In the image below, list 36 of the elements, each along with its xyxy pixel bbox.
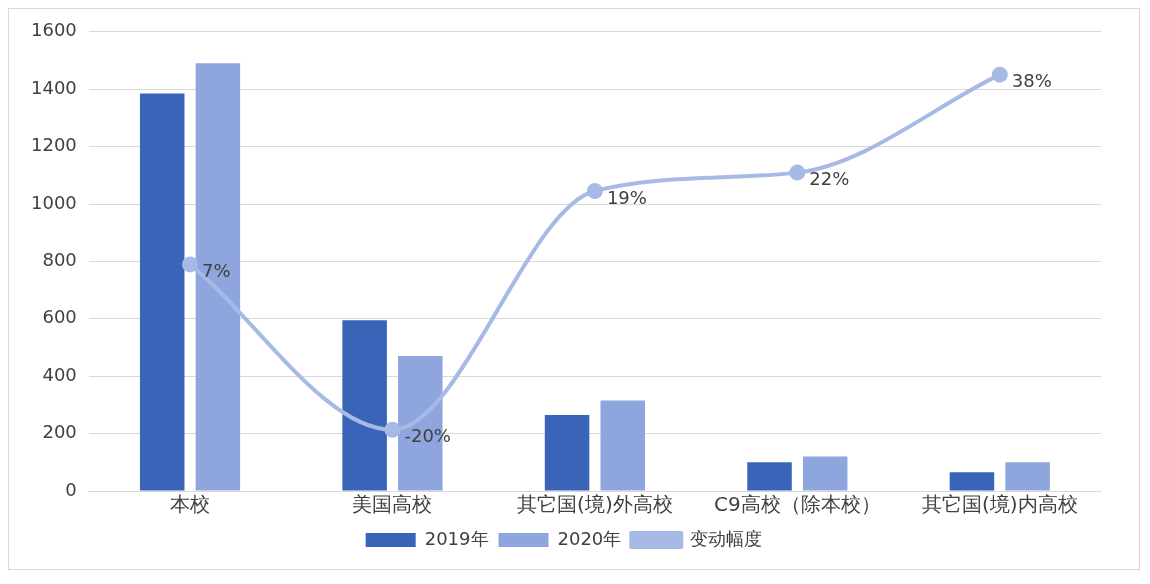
point [991, 66, 1008, 83]
bar [139, 93, 185, 491]
y-tick-label: 1400 [31, 76, 77, 98]
x-tick-label: 本校 [170, 492, 211, 517]
x-tick-label: C9高校（除本校） [713, 492, 881, 517]
x-tick-label: 美国高校 [352, 492, 433, 517]
point [586, 182, 603, 199]
bar [195, 63, 241, 491]
data-label: -20% [404, 425, 451, 447]
x-tick-label: 其它国(境)内高校 [921, 492, 1078, 517]
y-tick-label: 1000 [31, 191, 77, 213]
y-tick-label: 1200 [31, 134, 77, 156]
data-label: 19% [606, 186, 647, 208]
y-tick-label: 1600 [31, 19, 77, 41]
point [789, 164, 806, 181]
point [182, 256, 199, 273]
data-label: 22% [809, 168, 850, 190]
bar [747, 462, 792, 491]
legend-label: 2020年 [557, 527, 622, 549]
y-tick-label: 800 [42, 249, 77, 271]
data-label: 38% [1011, 70, 1052, 92]
y-tick-label: 600 [42, 306, 77, 328]
bar [802, 456, 848, 491]
bar [600, 400, 646, 491]
bar [342, 320, 387, 491]
legend-label: 2019年 [424, 527, 489, 549]
bar [544, 414, 590, 491]
y-tick-label: 200 [42, 421, 77, 443]
y-tick-label: 400 [42, 363, 77, 385]
bar [1005, 462, 1050, 491]
legend-label: 变动幅度 [690, 527, 763, 549]
point [384, 421, 401, 438]
bar [949, 472, 995, 491]
x-tick-label: 其它国(境)外高校 [517, 492, 673, 517]
y-tick-label: 0 [65, 478, 77, 500]
data-label: 7% [202, 260, 231, 282]
